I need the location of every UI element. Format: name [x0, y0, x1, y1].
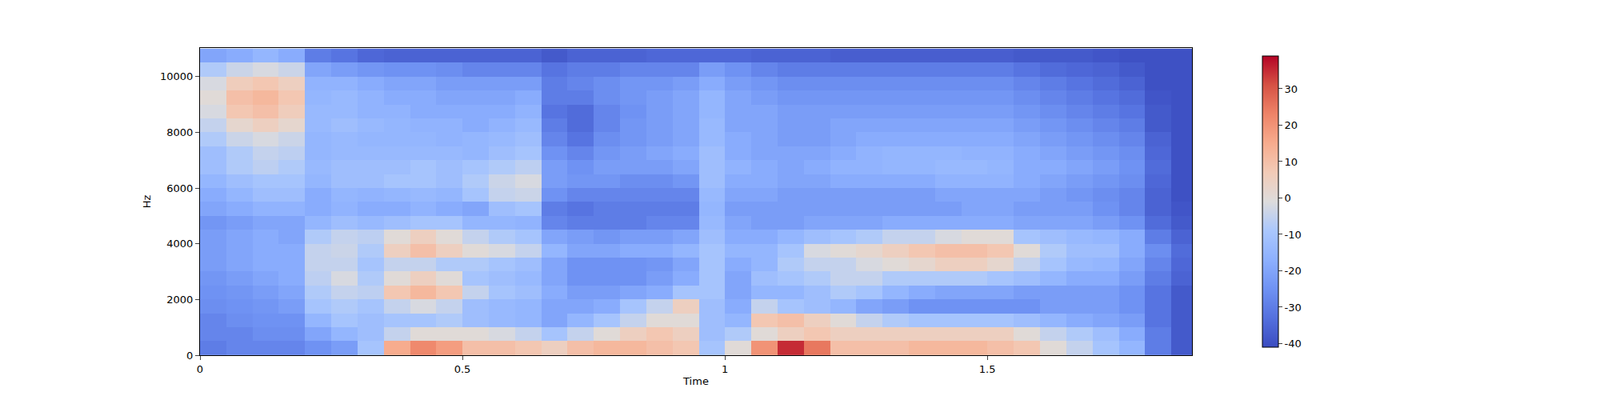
svg-text:10: 10	[1284, 156, 1299, 168]
svg-text:-30: -30	[1284, 301, 1302, 314]
svg-text:1.5: 1.5	[979, 363, 996, 376]
svg-text:-20: -20	[1284, 264, 1302, 277]
svg-text:20: 20	[1284, 119, 1299, 132]
svg-text:0: 0	[196, 363, 204, 376]
svg-text:1: 1	[721, 363, 728, 376]
svg-text:4000: 4000	[166, 237, 193, 250]
svg-text:2000: 2000	[166, 293, 193, 306]
svg-text:8000: 8000	[166, 126, 193, 139]
svg-text:0.5: 0.5	[454, 363, 472, 376]
svg-text:-40: -40	[1284, 337, 1302, 350]
svg-text:Time: Time	[682, 375, 709, 388]
svg-text:-10: -10	[1284, 228, 1302, 241]
svg-text:6000: 6000	[166, 182, 193, 195]
svg-text:0: 0	[1284, 192, 1292, 204]
svg-text:Hz: Hz	[140, 195, 153, 209]
svg-text:10000: 10000	[160, 70, 193, 83]
svg-text:30: 30	[1284, 83, 1299, 96]
svg-text:0: 0	[186, 349, 193, 362]
